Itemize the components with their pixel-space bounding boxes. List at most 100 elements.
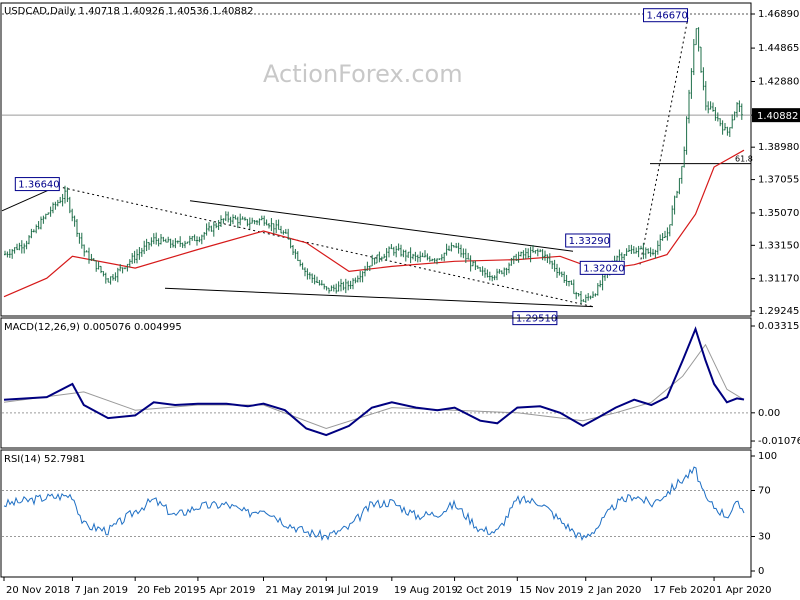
price-bar bbox=[707, 101, 710, 114]
price-bar bbox=[481, 266, 484, 276]
rsi-lines bbox=[2, 466, 751, 542]
price-bar bbox=[704, 81, 707, 111]
price-bar bbox=[515, 253, 518, 261]
price-bar bbox=[589, 295, 592, 300]
rsi-tick-label: 100 bbox=[758, 451, 777, 462]
price-bar bbox=[661, 233, 664, 241]
price-bar bbox=[414, 251, 417, 262]
x-tick-label: 15 Nov 2019 bbox=[519, 585, 583, 596]
price-bar bbox=[268, 222, 270, 229]
price-bar bbox=[244, 216, 246, 221]
price-bar bbox=[184, 240, 186, 249]
price-bar bbox=[488, 271, 491, 281]
price-bar bbox=[671, 205, 674, 226]
price-bar bbox=[476, 265, 479, 270]
price-bar bbox=[366, 261, 369, 271]
price-tick-label: 1.31170 bbox=[758, 274, 799, 285]
price-bar bbox=[253, 219, 256, 225]
price-bar bbox=[620, 252, 623, 261]
price-bar bbox=[640, 245, 642, 250]
price-bar bbox=[32, 229, 35, 233]
price-bar bbox=[349, 280, 352, 290]
price-bar bbox=[100, 265, 102, 274]
macd-y-axis: 0.033155 0.00 -0.010769 bbox=[751, 321, 800, 447]
price-bar bbox=[16, 243, 18, 251]
price-bar bbox=[167, 236, 170, 243]
x-tick-label: 5 Apr 2019 bbox=[200, 585, 255, 596]
price-bar bbox=[647, 248, 650, 254]
price-bar bbox=[260, 215, 263, 221]
price-bar bbox=[680, 165, 683, 184]
price-bar bbox=[632, 246, 635, 254]
current-price-label: 1.40882 bbox=[757, 111, 798, 122]
price-bar bbox=[421, 252, 424, 258]
price-bar bbox=[119, 264, 122, 272]
price-bar bbox=[347, 280, 350, 291]
price-bar bbox=[47, 212, 50, 215]
price-annotation: 1.46670 bbox=[643, 8, 689, 23]
price-bar bbox=[301, 262, 304, 270]
price-bar bbox=[400, 244, 402, 257]
price-bar bbox=[328, 287, 330, 294]
price-bar bbox=[116, 267, 119, 283]
price-bar bbox=[575, 291, 578, 300]
price-bar bbox=[49, 206, 52, 217]
price-bar bbox=[371, 254, 374, 267]
price-bar bbox=[200, 234, 203, 245]
price-bar bbox=[232, 214, 234, 225]
price-bar bbox=[18, 242, 21, 251]
price-bar bbox=[668, 224, 671, 237]
price-bar bbox=[208, 222, 210, 232]
price-bar bbox=[599, 280, 602, 288]
x-tick-label: 4 Jul 2019 bbox=[328, 585, 378, 596]
macd-tick-label: 0.00 bbox=[758, 408, 780, 419]
x-tick-label: 7 Jan 2019 bbox=[74, 585, 128, 596]
price-bar bbox=[222, 218, 225, 224]
price-bar bbox=[498, 269, 501, 274]
price-bar bbox=[390, 244, 393, 250]
price-bar bbox=[4, 250, 6, 256]
price-bar bbox=[472, 260, 474, 267]
price-bar bbox=[361, 271, 364, 283]
price-bar bbox=[20, 240, 23, 254]
price-bar bbox=[239, 213, 242, 226]
price-bar bbox=[637, 245, 640, 258]
price-bar bbox=[83, 244, 86, 257]
price-bar bbox=[690, 68, 693, 99]
price-annotation: 1.32020 bbox=[579, 260, 625, 275]
price-bar bbox=[212, 221, 215, 237]
price-bar bbox=[203, 232, 206, 240]
price-bar bbox=[412, 253, 414, 260]
price-bar bbox=[359, 270, 362, 283]
price-bar bbox=[256, 219, 258, 225]
price-bar bbox=[630, 244, 633, 255]
price-bar bbox=[685, 116, 688, 155]
lower-trend-line bbox=[164, 287, 594, 308]
price-bar bbox=[289, 238, 292, 249]
price-bar bbox=[584, 294, 587, 303]
price-bar bbox=[196, 236, 198, 246]
price-bar bbox=[510, 257, 513, 266]
price-bar bbox=[700, 46, 702, 73]
price-bar bbox=[44, 213, 47, 220]
price-bar bbox=[503, 267, 506, 277]
price-bar bbox=[457, 242, 460, 254]
price-bar bbox=[419, 251, 422, 262]
price-bar bbox=[659, 234, 662, 251]
price-bar bbox=[512, 255, 515, 265]
x-tick-label: 19 Aug 2019 bbox=[394, 585, 458, 596]
price-bar bbox=[112, 274, 114, 281]
annotation-label: 1.29510 bbox=[516, 314, 557, 325]
price-bar bbox=[724, 122, 726, 131]
price-bar bbox=[282, 230, 285, 235]
price-bar bbox=[275, 219, 278, 234]
upper-trend-line bbox=[189, 200, 574, 252]
price-bar bbox=[145, 238, 148, 252]
price-bar bbox=[68, 196, 71, 214]
price-bar bbox=[205, 223, 208, 236]
price-bar bbox=[236, 216, 239, 229]
x-tick-label: 2 Jan 2020 bbox=[588, 585, 642, 596]
price-bar bbox=[556, 263, 558, 278]
price-bar bbox=[265, 219, 268, 226]
